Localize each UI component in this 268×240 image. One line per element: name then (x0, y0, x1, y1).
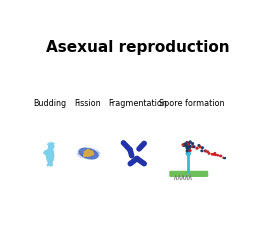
Circle shape (185, 144, 187, 145)
Circle shape (192, 143, 193, 144)
Circle shape (186, 146, 188, 148)
Circle shape (189, 145, 191, 147)
Circle shape (188, 148, 190, 149)
Circle shape (86, 154, 89, 156)
Circle shape (187, 142, 189, 144)
Circle shape (182, 144, 184, 146)
Text: Fragmentation: Fragmentation (108, 99, 167, 108)
Circle shape (189, 150, 191, 151)
Circle shape (217, 155, 218, 156)
Circle shape (188, 145, 190, 147)
Circle shape (198, 145, 200, 146)
Ellipse shape (45, 151, 48, 155)
Circle shape (84, 151, 88, 154)
Circle shape (188, 146, 190, 148)
Circle shape (187, 149, 189, 150)
Circle shape (193, 146, 195, 148)
Circle shape (187, 147, 189, 149)
Circle shape (87, 150, 90, 152)
FancyBboxPatch shape (170, 171, 207, 176)
Circle shape (215, 154, 216, 156)
Circle shape (91, 153, 94, 155)
Circle shape (187, 144, 189, 146)
Circle shape (224, 158, 225, 159)
Circle shape (211, 154, 213, 155)
Circle shape (213, 154, 214, 155)
Circle shape (90, 151, 93, 153)
Circle shape (186, 142, 188, 143)
Circle shape (196, 147, 198, 149)
Circle shape (202, 147, 203, 149)
Text: Budding: Budding (34, 99, 67, 108)
Circle shape (191, 146, 193, 147)
Text: Spore formation: Spore formation (159, 99, 224, 108)
Circle shape (187, 145, 189, 146)
Circle shape (88, 153, 91, 156)
Circle shape (188, 142, 190, 144)
Text: Fission: Fission (74, 99, 101, 108)
Circle shape (186, 152, 190, 155)
Circle shape (221, 155, 222, 156)
Circle shape (84, 154, 86, 156)
Circle shape (204, 150, 206, 152)
Circle shape (207, 151, 209, 152)
Circle shape (223, 157, 224, 158)
Circle shape (186, 142, 188, 144)
Circle shape (185, 144, 187, 146)
Circle shape (201, 150, 203, 152)
Circle shape (187, 145, 189, 146)
Circle shape (199, 146, 201, 148)
Circle shape (187, 143, 188, 145)
Circle shape (187, 148, 188, 149)
Circle shape (205, 150, 207, 152)
Text: Asexual reproduction: Asexual reproduction (46, 40, 229, 55)
Circle shape (220, 155, 221, 156)
Circle shape (188, 146, 189, 148)
Circle shape (214, 153, 215, 154)
Circle shape (183, 145, 185, 146)
Circle shape (189, 141, 191, 143)
Ellipse shape (79, 148, 98, 159)
Circle shape (188, 145, 190, 147)
Circle shape (187, 145, 188, 146)
Circle shape (186, 150, 188, 152)
Circle shape (208, 153, 210, 154)
Circle shape (188, 150, 190, 151)
Ellipse shape (49, 144, 54, 149)
Circle shape (187, 145, 189, 146)
Ellipse shape (47, 148, 54, 163)
Circle shape (184, 143, 186, 145)
